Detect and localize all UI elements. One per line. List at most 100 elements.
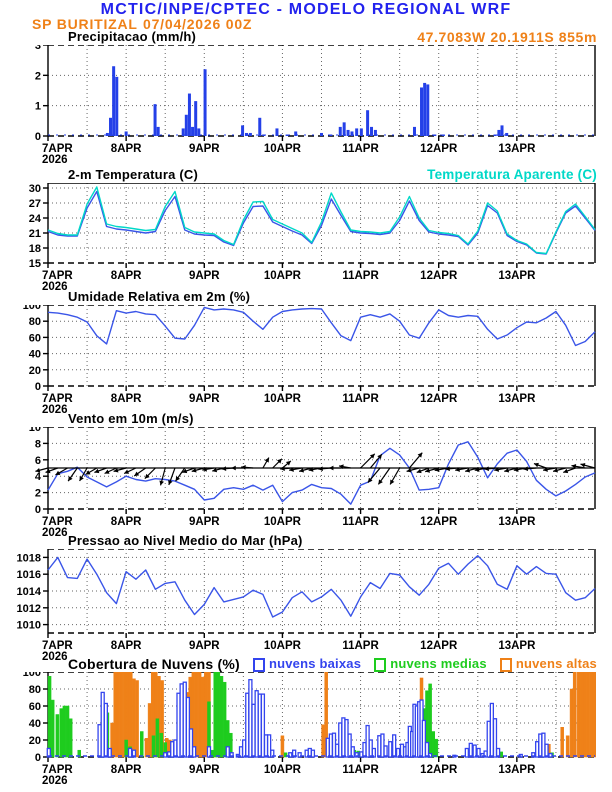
svg-text:40: 40 — [29, 718, 41, 730]
svg-text:12APR: 12APR — [420, 270, 458, 282]
svg-text:10APR: 10APR — [264, 640, 302, 652]
panel-pressure-header: Pressao ao Nivel Medio do Mar (hPa) — [0, 534, 612, 548]
svg-text:7APR: 7APR — [42, 516, 73, 528]
svg-text:9APR: 9APR — [189, 270, 220, 282]
panel-clouds-title: Cobertura de Nuvens (%) — [68, 656, 240, 672]
svg-text:10APR: 10APR — [264, 270, 302, 282]
station-name: SP BURITIZAL — [32, 16, 138, 32]
svg-text:2026: 2026 — [42, 651, 68, 663]
svg-text:40: 40 — [29, 349, 41, 361]
svg-text:21: 21 — [29, 228, 41, 240]
svg-text:8APR: 8APR — [111, 270, 142, 282]
svg-text:0: 0 — [35, 381, 41, 393]
svg-text:18: 18 — [29, 243, 41, 255]
panel-pressure-title: Pressao ao Nivel Medio do Mar (hPa) — [68, 533, 303, 548]
svg-text:12APR: 12APR — [420, 764, 458, 776]
svg-text:12APR: 12APR — [420, 640, 458, 652]
panel-precip-title: Precipitacao (mm/h) — [68, 29, 197, 44]
svg-text:60: 60 — [29, 701, 41, 713]
panel-precip-header: Precipitacao (mm/h) 47.7083W 20.1911S 85… — [0, 29, 612, 45]
svg-text:9APR: 9APR — [189, 640, 220, 652]
svg-text:7APR: 7APR — [42, 143, 73, 155]
panel-humidity-header: Umidade Relativa em 2m (%) — [0, 290, 612, 304]
svg-text:8APR: 8APR — [111, 393, 142, 405]
station-coordinates: 47.7083W 20.1911S 855m — [417, 29, 597, 45]
svg-text:12APR: 12APR — [420, 516, 458, 528]
svg-text:7APR: 7APR — [42, 270, 73, 282]
svg-text:60: 60 — [29, 332, 41, 344]
svg-text:9APR: 9APR — [189, 764, 220, 776]
svg-text:1012: 1012 — [17, 603, 41, 615]
svg-text:10APR: 10APR — [264, 143, 302, 155]
svg-text:10APR: 10APR — [264, 393, 302, 405]
svg-text:1018: 1018 — [17, 552, 41, 564]
svg-text:27: 27 — [29, 198, 41, 210]
svg-text:1016: 1016 — [17, 569, 41, 581]
svg-text:0: 0 — [35, 752, 41, 764]
svg-text:10APR: 10APR — [264, 764, 302, 776]
panel-humidity-title: Umidade Relativa em 2m (%) — [68, 289, 251, 304]
svg-text:8APR: 8APR — [111, 516, 142, 528]
svg-text:0: 0 — [35, 131, 41, 143]
svg-text:20: 20 — [29, 735, 41, 747]
svg-text:80: 80 — [29, 316, 41, 328]
panel-clouds-header: Cobertura de Nuvens (%) nuvens baixas nu… — [0, 656, 612, 672]
panel-wind-title: Vento em 10m (m/s) — [68, 411, 194, 426]
svg-text:10: 10 — [29, 427, 41, 434]
svg-text:11APR: 11APR — [342, 764, 379, 776]
svg-text:13APR: 13APR — [498, 143, 536, 155]
svg-text:2026: 2026 — [42, 281, 68, 293]
svg-text:1: 1 — [35, 101, 41, 113]
svg-text:30: 30 — [29, 183, 41, 195]
legend-nuvens-baixas: nuvens baixas — [252, 657, 361, 672]
svg-text:11APR: 11APR — [342, 393, 379, 405]
svg-text:8APR: 8APR — [111, 143, 142, 155]
svg-text:2: 2 — [35, 70, 41, 82]
svg-text:0: 0 — [35, 504, 41, 516]
svg-text:11APR: 11APR — [342, 270, 379, 282]
svg-text:1014: 1014 — [17, 586, 42, 598]
svg-text:11APR: 11APR — [342, 640, 379, 652]
svg-text:12APR: 12APR — [420, 143, 458, 155]
svg-text:24: 24 — [29, 213, 42, 225]
svg-text:13APR: 13APR — [498, 516, 536, 528]
svg-text:100: 100 — [23, 305, 41, 312]
panel-temp-header: 2-m Temperatura (C) Temperatura Aparente… — [0, 168, 612, 182]
svg-text:15: 15 — [29, 258, 41, 270]
svg-text:10APR: 10APR — [264, 516, 302, 528]
svg-text:2026: 2026 — [42, 775, 68, 787]
svg-text:11APR: 11APR — [342, 143, 379, 155]
svg-text:2026: 2026 — [42, 404, 68, 416]
svg-text:12APR: 12APR — [420, 393, 458, 405]
panel-temp-title: 2-m Temperatura (C) — [68, 167, 198, 182]
legend-nuvens-medias: nuvens medias — [374, 657, 487, 672]
legend-nuvens-altas: nuvens altas — [499, 657, 597, 672]
svg-text:9APR: 9APR — [189, 393, 220, 405]
nuvens-medias-swatch-icon — [374, 658, 387, 672]
svg-text:13APR: 13APR — [498, 764, 536, 776]
svg-text:2026: 2026 — [42, 154, 68, 166]
svg-text:3: 3 — [35, 45, 41, 52]
svg-text:100: 100 — [23, 672, 41, 679]
svg-text:8APR: 8APR — [111, 640, 142, 652]
svg-text:1010: 1010 — [17, 620, 41, 632]
svg-text:13APR: 13APR — [498, 640, 536, 652]
svg-text:13APR: 13APR — [498, 270, 536, 282]
run-datetime: 07/04/2026 00Z — [143, 16, 253, 32]
svg-text:11APR: 11APR — [342, 516, 379, 528]
svg-text:8APR: 8APR — [111, 764, 142, 776]
svg-text:8: 8 — [35, 438, 41, 450]
panel-wind-header: Vento em 10m (m/s) — [0, 412, 612, 426]
svg-text:9APR: 9APR — [189, 516, 220, 528]
nuvens-baixas-swatch-icon — [252, 658, 265, 672]
svg-text:7APR: 7APR — [42, 764, 73, 776]
svg-text:13APR: 13APR — [498, 393, 536, 405]
svg-text:2026: 2026 — [42, 527, 68, 539]
nuvens-altas-swatch-icon — [499, 658, 512, 672]
